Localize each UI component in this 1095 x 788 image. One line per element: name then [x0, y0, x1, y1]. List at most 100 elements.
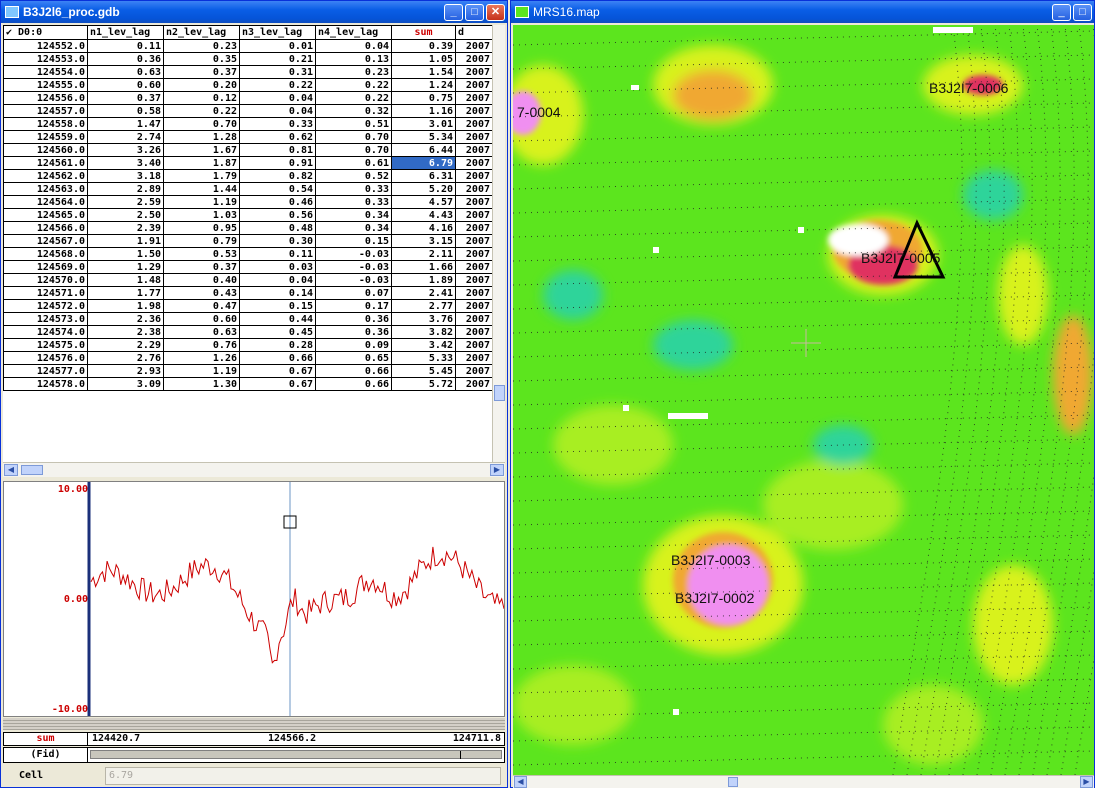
table-cell[interactable]: 2007 [455, 325, 493, 339]
table-row[interactable]: 124568.0 1.50 0.53 0.11 -0.03 2.11 2007 [3, 247, 493, 261]
map-maximize-button[interactable]: □ [1073, 3, 1092, 21]
table-row[interactable]: 124569.0 1.29 0.37 0.03 -0.03 1.66 2007 [3, 260, 493, 274]
table-row[interactable]: 124553.0 0.36 0.35 0.21 0.13 1.05 2007 [3, 52, 493, 66]
table-cell[interactable]: 124556.0 [3, 91, 88, 105]
table-cell[interactable]: 0.91 [239, 156, 316, 170]
table-cell[interactable]: 0.22 [315, 91, 392, 105]
table-cell[interactable]: 0.58 [87, 104, 164, 118]
table-cell[interactable]: 0.22 [315, 78, 392, 92]
map-scroll-right-icon[interactable]: ▶ [1080, 776, 1093, 788]
table-cell[interactable]: 0.23 [163, 39, 240, 53]
table-cell[interactable]: 2.50 [87, 208, 164, 222]
map-titlebar[interactable]: MRS16.map _ □ [511, 1, 1094, 23]
table-cell[interactable]: 2.29 [87, 338, 164, 352]
table-cell[interactable]: 2007 [455, 364, 493, 378]
table-cell[interactable]: 2.74 [87, 130, 164, 144]
table-cell[interactable]: 0.60 [87, 78, 164, 92]
table-row[interactable]: 124565.0 2.50 1.03 0.56 0.34 4.43 2007 [3, 208, 493, 222]
table-cell[interactable]: 0.14 [239, 286, 316, 300]
table-cell[interactable]: 5.33 [391, 351, 456, 365]
table-cell[interactable]: 124563.0 [3, 182, 88, 196]
table-cell[interactable]: 2.11 [391, 247, 456, 261]
table-cell[interactable]: 0.33 [315, 195, 392, 209]
table-cell[interactable]: 3.40 [87, 156, 164, 170]
table-cell[interactable]: 0.67 [239, 364, 316, 378]
table-row[interactable]: 124577.0 2.93 1.19 0.67 0.66 5.45 2007 [3, 364, 493, 378]
table-cell[interactable]: 124567.0 [3, 234, 88, 248]
triangle-marker-icon[interactable] [892, 219, 946, 279]
table-cell[interactable]: 1.19 [163, 364, 240, 378]
table-cell[interactable]: 2007 [455, 182, 493, 196]
table-cell[interactable]: 2.76 [87, 351, 164, 365]
table-cell[interactable]: 1.91 [87, 234, 164, 248]
table-cell[interactable]: 0.56 [239, 208, 316, 222]
table-cell[interactable]: 0.13 [315, 52, 392, 66]
sheet-horizontal-scroll-thumb[interactable] [21, 465, 43, 475]
table-cell[interactable]: 0.35 [163, 52, 240, 66]
table-cell[interactable]: 0.04 [239, 104, 316, 118]
profile-cursor-marker[interactable] [283, 515, 297, 529]
table-cell[interactable]: 2007 [455, 143, 493, 157]
table-row[interactable]: 124574.0 2.38 0.63 0.45 0.36 3.82 2007 [3, 325, 493, 339]
spreadsheet[interactable]: ✔ D0:0 n1_lev_lag n2_lev_lag n3_lev_lag n4_l… [3, 25, 505, 462]
table-cell[interactable]: 0.36 [87, 52, 164, 66]
table-cell[interactable]: 1.28 [163, 130, 240, 144]
table-cell[interactable]: 0.09 [315, 338, 392, 352]
table-cell[interactable]: 1.50 [87, 247, 164, 261]
table-cell[interactable]: 2007 [455, 65, 493, 79]
table-cell[interactable]: 124570.0 [3, 273, 88, 287]
table-cell[interactable]: 0.65 [315, 351, 392, 365]
table-cell[interactable]: 4.16 [391, 221, 456, 235]
table-cell[interactable]: -0.03 [315, 260, 392, 274]
table-row[interactable]: 124554.0 0.63 0.37 0.31 0.23 1.54 2007 [3, 65, 493, 79]
table-cell[interactable]: 2007 [455, 299, 493, 313]
table-cell[interactable]: 0.37 [163, 260, 240, 274]
table-cell[interactable]: 2007 [455, 377, 493, 391]
table-cell[interactable]: 5.72 [391, 377, 456, 391]
table-row[interactable]: 124567.0 1.91 0.79 0.30 0.15 3.15 2007 [3, 234, 493, 248]
table-row[interactable]: 124555.0 0.60 0.20 0.22 0.22 1.24 2007 [3, 78, 493, 92]
table-cell[interactable]: 0.36 [315, 325, 392, 339]
table-cell[interactable]: 124568.0 [3, 247, 88, 261]
table-cell[interactable]: 0.03 [239, 260, 316, 274]
table-cell[interactable]: 0.37 [87, 91, 164, 105]
table-cell[interactable]: 124562.0 [3, 169, 88, 183]
table-cell[interactable]: 1.48 [87, 273, 164, 287]
close-button[interactable]: ✕ [486, 3, 505, 21]
table-cell[interactable]: 124578.0 [3, 377, 88, 391]
table-cell[interactable]: 2007 [455, 338, 493, 352]
table-cell[interactable]: 0.22 [239, 78, 316, 92]
table-cell[interactable]: 0.11 [239, 247, 316, 261]
table-cell[interactable]: 2.36 [87, 312, 164, 326]
table-cell[interactable]: 0.34 [315, 221, 392, 235]
map-canvas[interactable]: B3J2I7-0006 7-0004 B3J2I7-0005 B3J2I7-00… [513, 25, 1094, 775]
scroll-right-arrow-icon[interactable]: ▶ [490, 464, 504, 476]
table-cell[interactable]: 1.19 [163, 195, 240, 209]
scroll-left-arrow-icon[interactable]: ◀ [4, 464, 18, 476]
table-cell[interactable]: 3.15 [391, 234, 456, 248]
table-cell[interactable]: 2.39 [87, 221, 164, 235]
table-cell[interactable]: 0.04 [239, 91, 316, 105]
table-cell[interactable]: 0.33 [239, 117, 316, 131]
table-cell[interactable]: 2007 [455, 286, 493, 300]
table-cell[interactable]: 2007 [455, 78, 493, 92]
table-cell[interactable]: 0.95 [163, 221, 240, 235]
table-row[interactable]: 124573.0 2.36 0.60 0.44 0.36 3.76 2007 [3, 312, 493, 326]
table-cell[interactable]: 124559.0 [3, 130, 88, 144]
table-cell[interactable]: -0.03 [315, 273, 392, 287]
table-cell[interactable]: 0.46 [239, 195, 316, 209]
table-cell[interactable]: 1.26 [163, 351, 240, 365]
table-cell[interactable]: 0.43 [163, 286, 240, 300]
table-cell[interactable]: 1.44 [163, 182, 240, 196]
table-cell[interactable]: 124577.0 [3, 364, 88, 378]
table-cell[interactable]: 0.66 [315, 377, 392, 391]
table-cell[interactable]: 2007 [455, 312, 493, 326]
panel-splitter[interactable] [3, 718, 505, 730]
table-cell[interactable]: 0.30 [239, 234, 316, 248]
table-row[interactable]: 124559.0 2.74 1.28 0.62 0.70 5.34 2007 [3, 130, 493, 144]
map-horizontal-scrollbar[interactable]: ◀ ▶ [513, 775, 1094, 788]
table-cell[interactable]: 124573.0 [3, 312, 88, 326]
table-cell[interactable]: 0.22 [163, 104, 240, 118]
table-cell[interactable]: 1.47 [87, 117, 164, 131]
table-cell[interactable]: 0.62 [239, 130, 316, 144]
